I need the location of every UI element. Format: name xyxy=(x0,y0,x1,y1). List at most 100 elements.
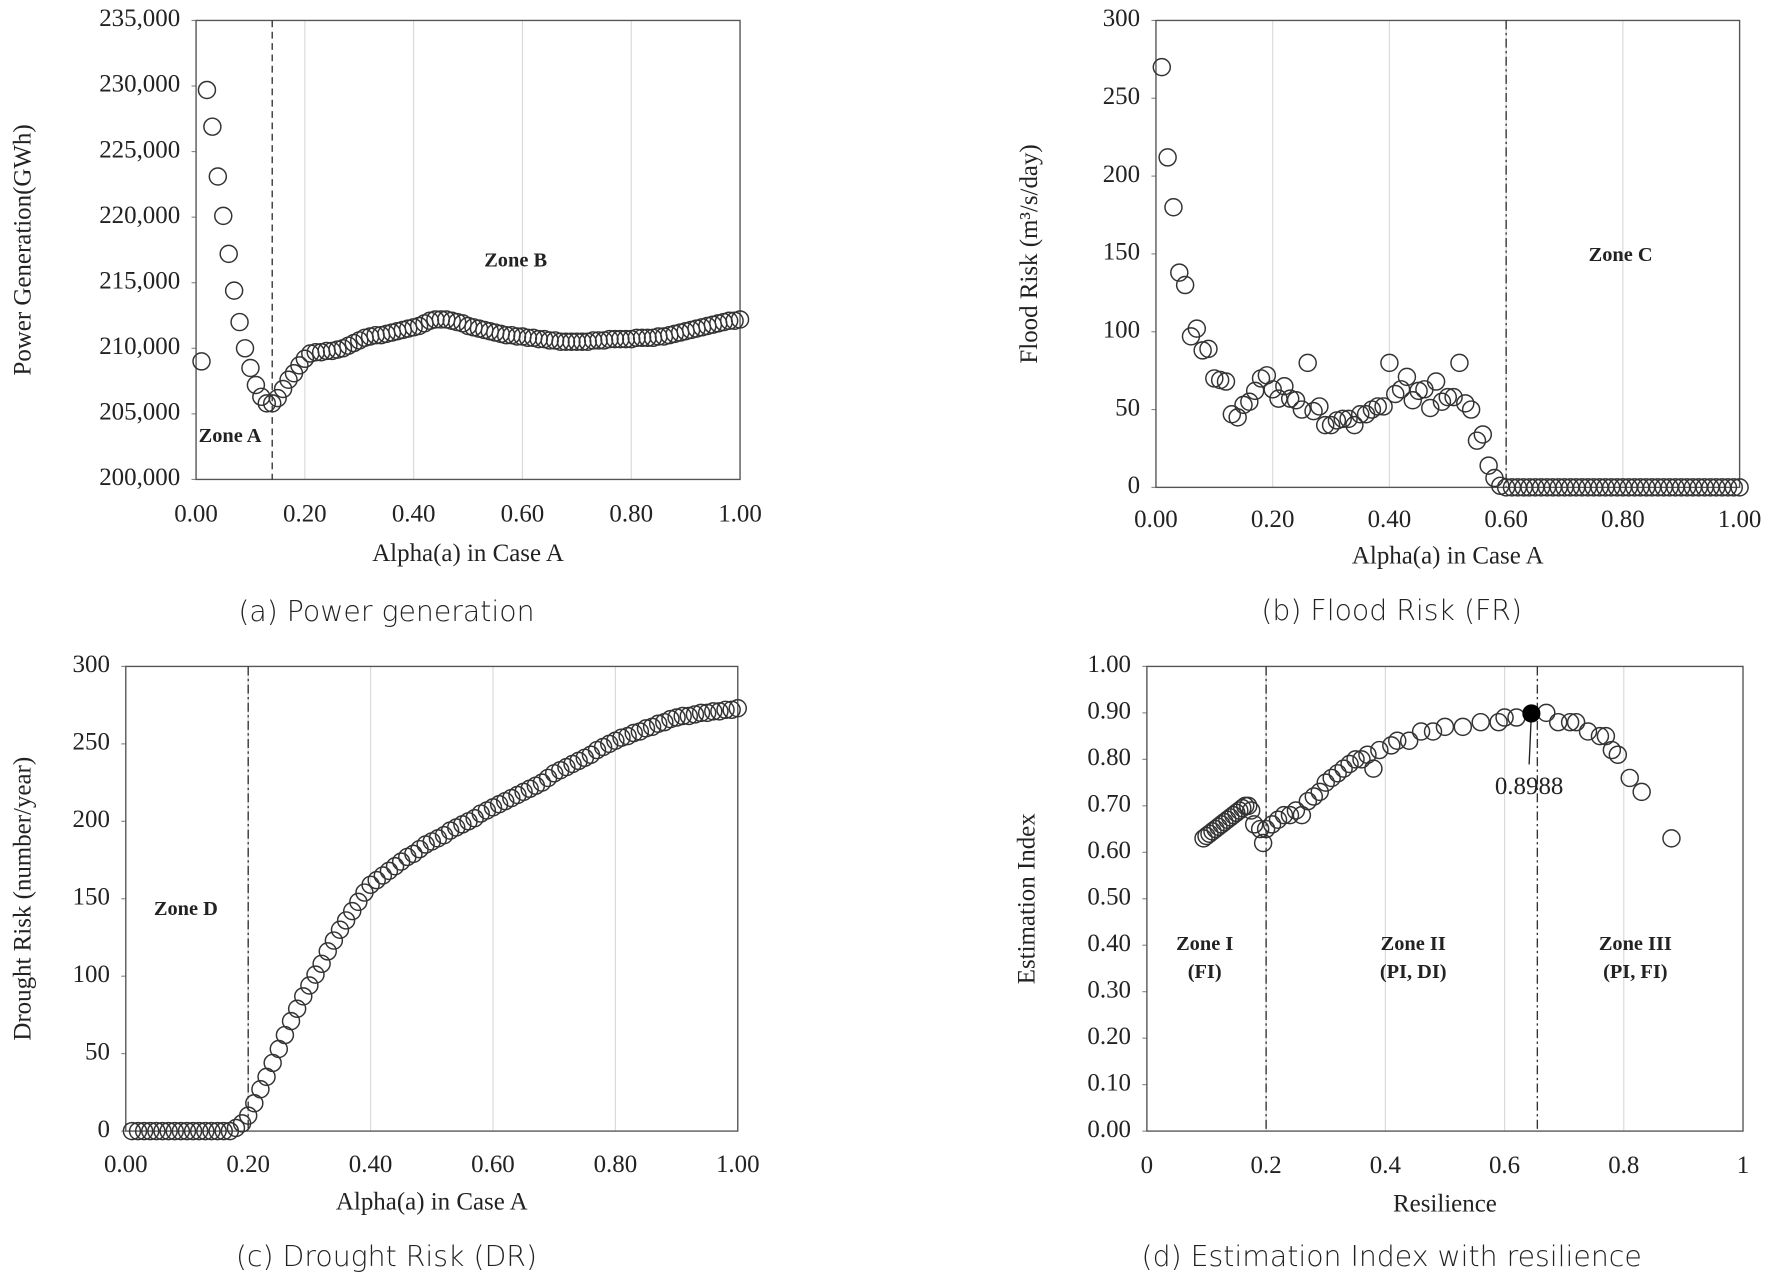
x-tick-label: 0 xyxy=(1141,1152,1153,1179)
data-point xyxy=(1435,717,1455,737)
zone-label: (PI, DI) xyxy=(1380,961,1447,983)
data-point xyxy=(661,709,680,729)
data-point xyxy=(532,773,552,792)
data-point xyxy=(257,394,277,413)
data-point xyxy=(318,942,337,961)
data-point xyxy=(391,852,411,871)
data-point xyxy=(159,1121,178,1141)
data-point xyxy=(1421,398,1440,418)
data-point xyxy=(1453,717,1473,737)
caption: (c) Drought Risk (DR) xyxy=(236,1240,537,1273)
y-tick-label: 0.70 xyxy=(1087,791,1131,818)
data-point xyxy=(1602,740,1622,760)
data-point xyxy=(262,394,282,413)
data-point xyxy=(312,954,331,974)
data-point xyxy=(1346,750,1365,769)
data-point xyxy=(153,1121,172,1141)
data-point xyxy=(1380,353,1399,373)
data-point xyxy=(1438,387,1458,407)
y-tick-label: 200 xyxy=(73,806,110,833)
data-point xyxy=(1286,390,1306,410)
data-point xyxy=(1292,400,1312,419)
y-tick-label: 0.00 xyxy=(1087,1116,1131,1143)
y-tick-label: 0.80 xyxy=(1087,744,1131,771)
x-axis-label: Resilience xyxy=(1393,1191,1497,1218)
data-point xyxy=(300,976,319,995)
x-tick-label: 1.00 xyxy=(716,1151,760,1178)
data-point xyxy=(330,920,350,939)
data-point xyxy=(410,839,429,859)
highlight-point xyxy=(1522,704,1541,723)
data-point xyxy=(1461,400,1481,419)
y-axis-label: Power Generation(GWh) xyxy=(10,124,37,375)
zone-label: Zone C xyxy=(1589,244,1653,266)
data-point xyxy=(367,870,386,890)
data-point xyxy=(141,1121,160,1141)
x-tick-label: 0.80 xyxy=(594,1151,638,1178)
data-point xyxy=(1230,801,1249,820)
data-point xyxy=(1718,478,1738,497)
x-tick-label: 0.00 xyxy=(1134,506,1178,533)
data-point xyxy=(290,356,309,375)
data-point xyxy=(287,999,307,1018)
data-point xyxy=(385,856,405,876)
chart-panel: 0.00 0.20 0.40 0.60 0.80 1.00 0 50 100 150 200 250 3… xyxy=(1016,5,1761,627)
data-point xyxy=(219,244,238,264)
data-point xyxy=(1322,768,1341,788)
highlight-label: 0.8988 xyxy=(1495,773,1564,800)
data-point xyxy=(730,310,750,329)
data-point xyxy=(1566,712,1586,732)
x-tick-label: 1.00 xyxy=(1718,506,1762,533)
data-point xyxy=(697,703,717,723)
plot-frame xyxy=(125,665,739,1132)
data-point xyxy=(165,1121,184,1141)
x-tick-label: 0.8 xyxy=(1608,1152,1639,1179)
data-point xyxy=(177,1121,197,1141)
data-point xyxy=(208,167,228,186)
data-point xyxy=(349,892,368,912)
y-tick-label: 50 xyxy=(1115,394,1140,421)
x-tick-label: 0.80 xyxy=(1601,506,1645,533)
x-tick-label: 0.60 xyxy=(501,500,545,527)
x-tick-label: 0.60 xyxy=(1484,506,1528,533)
chart-panel: 0.00 0.20 0.40 0.60 0.80 1.00 0 50 100 150 200 250 3… xyxy=(10,651,760,1273)
data-point xyxy=(404,844,423,864)
x-tick-label: 0.20 xyxy=(1251,506,1295,533)
zone-label: Zone III xyxy=(1599,933,1672,955)
x-tick-label: 0.40 xyxy=(349,1151,393,1178)
x-axis-label: Alpha(a) in Case A xyxy=(1352,542,1544,569)
data-point xyxy=(1210,370,1230,390)
zone-label: Zone B xyxy=(484,250,547,272)
data-point xyxy=(246,375,266,395)
data-point xyxy=(295,349,315,369)
data-point xyxy=(1495,708,1514,727)
data-point xyxy=(1473,425,1493,444)
data-point xyxy=(1411,722,1431,741)
zone-label: (PI, FI) xyxy=(1603,961,1668,983)
x-tick-label: 1.00 xyxy=(718,500,762,527)
data-point xyxy=(1253,833,1273,853)
y-tick-label: 300 xyxy=(73,651,110,678)
data-point xyxy=(1409,381,1428,401)
data-point xyxy=(324,931,344,950)
data-point xyxy=(1423,722,1443,741)
data-point xyxy=(1205,369,1224,388)
y-tick-label: 50 xyxy=(85,1038,110,1065)
data-point xyxy=(235,339,255,358)
zone-label: Zone II xyxy=(1381,933,1446,955)
data-point xyxy=(1164,197,1183,217)
data-point xyxy=(238,1106,258,1125)
x-tick-label: 0.80 xyxy=(609,500,653,527)
data-point xyxy=(1397,367,1417,387)
data-point xyxy=(1471,712,1490,732)
data-point xyxy=(1662,829,1681,848)
y-axis-label: Flood Risk (m³/s/day) xyxy=(1016,144,1043,363)
data-point xyxy=(719,311,739,330)
data-point xyxy=(294,987,313,1006)
data-point xyxy=(1310,782,1329,802)
zone-label: Zone I xyxy=(1176,933,1233,955)
data-point xyxy=(1310,397,1329,416)
data-point xyxy=(268,388,287,408)
data-point xyxy=(1374,397,1393,416)
